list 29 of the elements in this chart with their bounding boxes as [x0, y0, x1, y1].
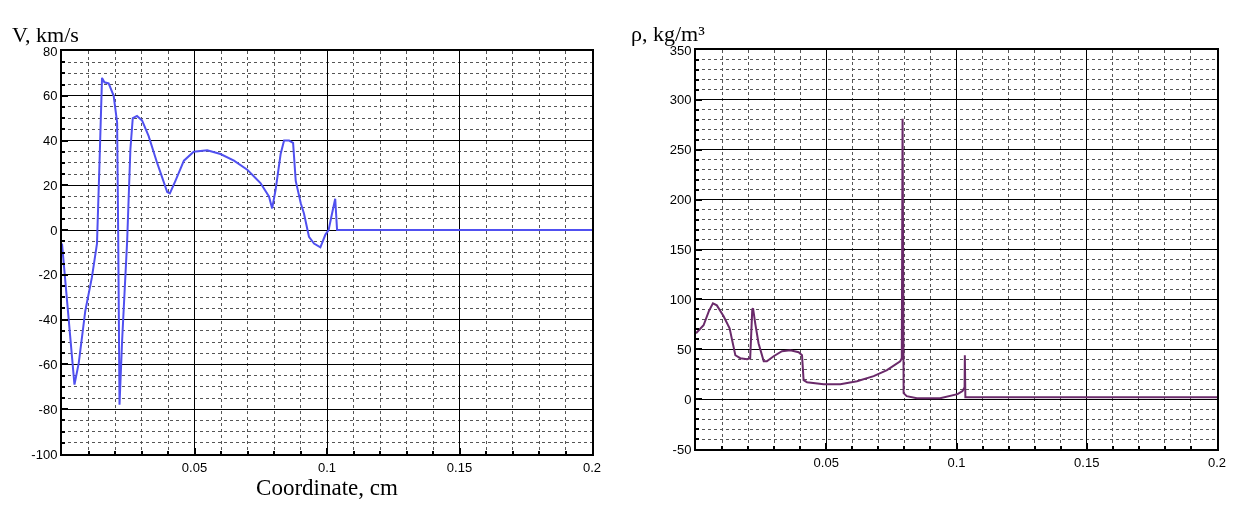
- x-tick-label: 0.2: [582, 459, 602, 475]
- y-tick-label: 0: [50, 222, 58, 238]
- y-tick-label: -60: [38, 356, 58, 372]
- y-tick-label: 200: [669, 192, 692, 208]
- x-tick-label: 0.15: [446, 459, 473, 475]
- y-tick-label: 20: [42, 177, 58, 193]
- y-tick-label: 60: [42, 88, 58, 104]
- y-tick-label: 300: [669, 92, 692, 108]
- line-series: [696, 117, 1217, 400]
- x-axis-title: Coordinate, cm: [256, 474, 399, 500]
- y-tick-label: 50: [676, 341, 692, 357]
- y-tick-label: 150: [669, 242, 692, 258]
- y-tick-label: -40: [38, 312, 58, 328]
- y-tick-label: 40: [42, 133, 58, 149]
- line-series: [62, 76, 592, 406]
- y-tick-label: -20: [38, 267, 58, 283]
- y-tick-label: -100: [31, 446, 58, 462]
- y-tick-label: -80: [38, 401, 58, 417]
- y-tick-label: -50: [672, 441, 692, 457]
- x-tick-label: 0.2: [1207, 454, 1227, 470]
- y-axis-title: ρ, kg/m³: [631, 21, 706, 46]
- x-tick-label: 0.05: [181, 459, 208, 475]
- y-tick-label: 250: [669, 142, 692, 158]
- x-tick-label: 0.1: [947, 454, 966, 470]
- y-tick-label: 100: [669, 291, 692, 307]
- y-tick-label: 0: [684, 391, 692, 407]
- x-tick-label: 0.1: [317, 459, 337, 475]
- x-tick-label: 0.15: [1074, 454, 1100, 470]
- x-tick-label: 0.05: [813, 454, 839, 470]
